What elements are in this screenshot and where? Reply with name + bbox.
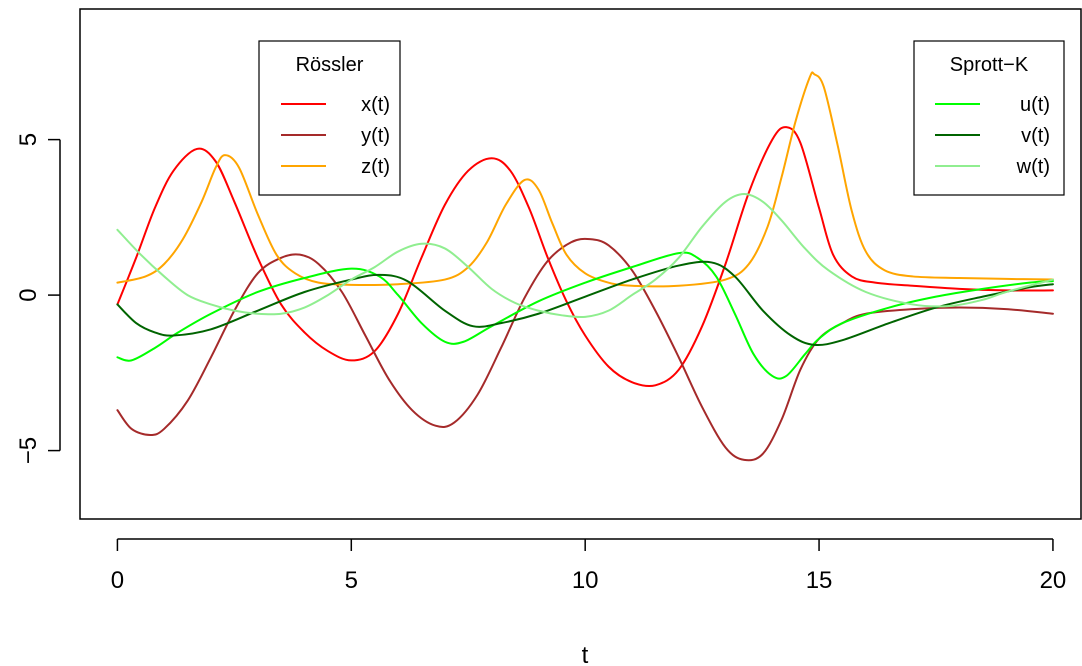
series-line-y-t <box>116 237 1054 462</box>
series-line-z-t <box>116 71 1054 288</box>
y-tick-label: 0 <box>15 288 42 301</box>
legend-sprott-k: Sprott−K u(t) v(t) w(t) <box>913 40 1065 196</box>
legend-label-w-t: w(t) <box>1016 156 1050 178</box>
legend-label-y-t: y(t) <box>361 125 390 147</box>
series-layer <box>116 71 1054 462</box>
x-tick-label: 10 <box>572 567 599 594</box>
y-axis: −5 0 5 <box>15 133 61 464</box>
legend-rossler-title: Rössler <box>296 54 364 76</box>
legend-label-z-t: z(t) <box>361 156 390 178</box>
legend-sprott-k-entries: u(t) v(t) w(t) <box>935 94 1050 178</box>
legend-rossler-entries: x(t) y(t) z(t) <box>281 94 390 178</box>
series-line-w-t <box>116 193 1054 319</box>
x-tick-label: 5 <box>345 567 358 594</box>
x-tick-label: 15 <box>806 567 833 594</box>
legend-label-x-t: x(t) <box>361 94 390 116</box>
series-line-u-t <box>116 251 1054 380</box>
y-tick-label: 5 <box>15 133 42 146</box>
x-axis: 0 5 10 15 20 <box>111 538 1067 594</box>
legend-sprott-k-box <box>913 40 1065 196</box>
legend-sprott-k-title: Sprott−K <box>950 54 1029 76</box>
x-axis-title: t <box>582 642 589 666</box>
series-line-v-t <box>116 260 1054 347</box>
series-line-x-t <box>116 126 1054 388</box>
x-tick-label: 0 <box>111 567 124 594</box>
legend-rossler-box <box>258 40 401 196</box>
x-tick-label: 20 <box>1040 567 1067 594</box>
y-tick-label: −5 <box>15 437 42 464</box>
legend-label-u-t: u(t) <box>1020 94 1050 116</box>
legend-rossler: Rössler x(t) y(t) z(t) <box>258 40 401 196</box>
plot-frame <box>79 8 1082 520</box>
legend-label-v-t: v(t) <box>1021 125 1050 147</box>
